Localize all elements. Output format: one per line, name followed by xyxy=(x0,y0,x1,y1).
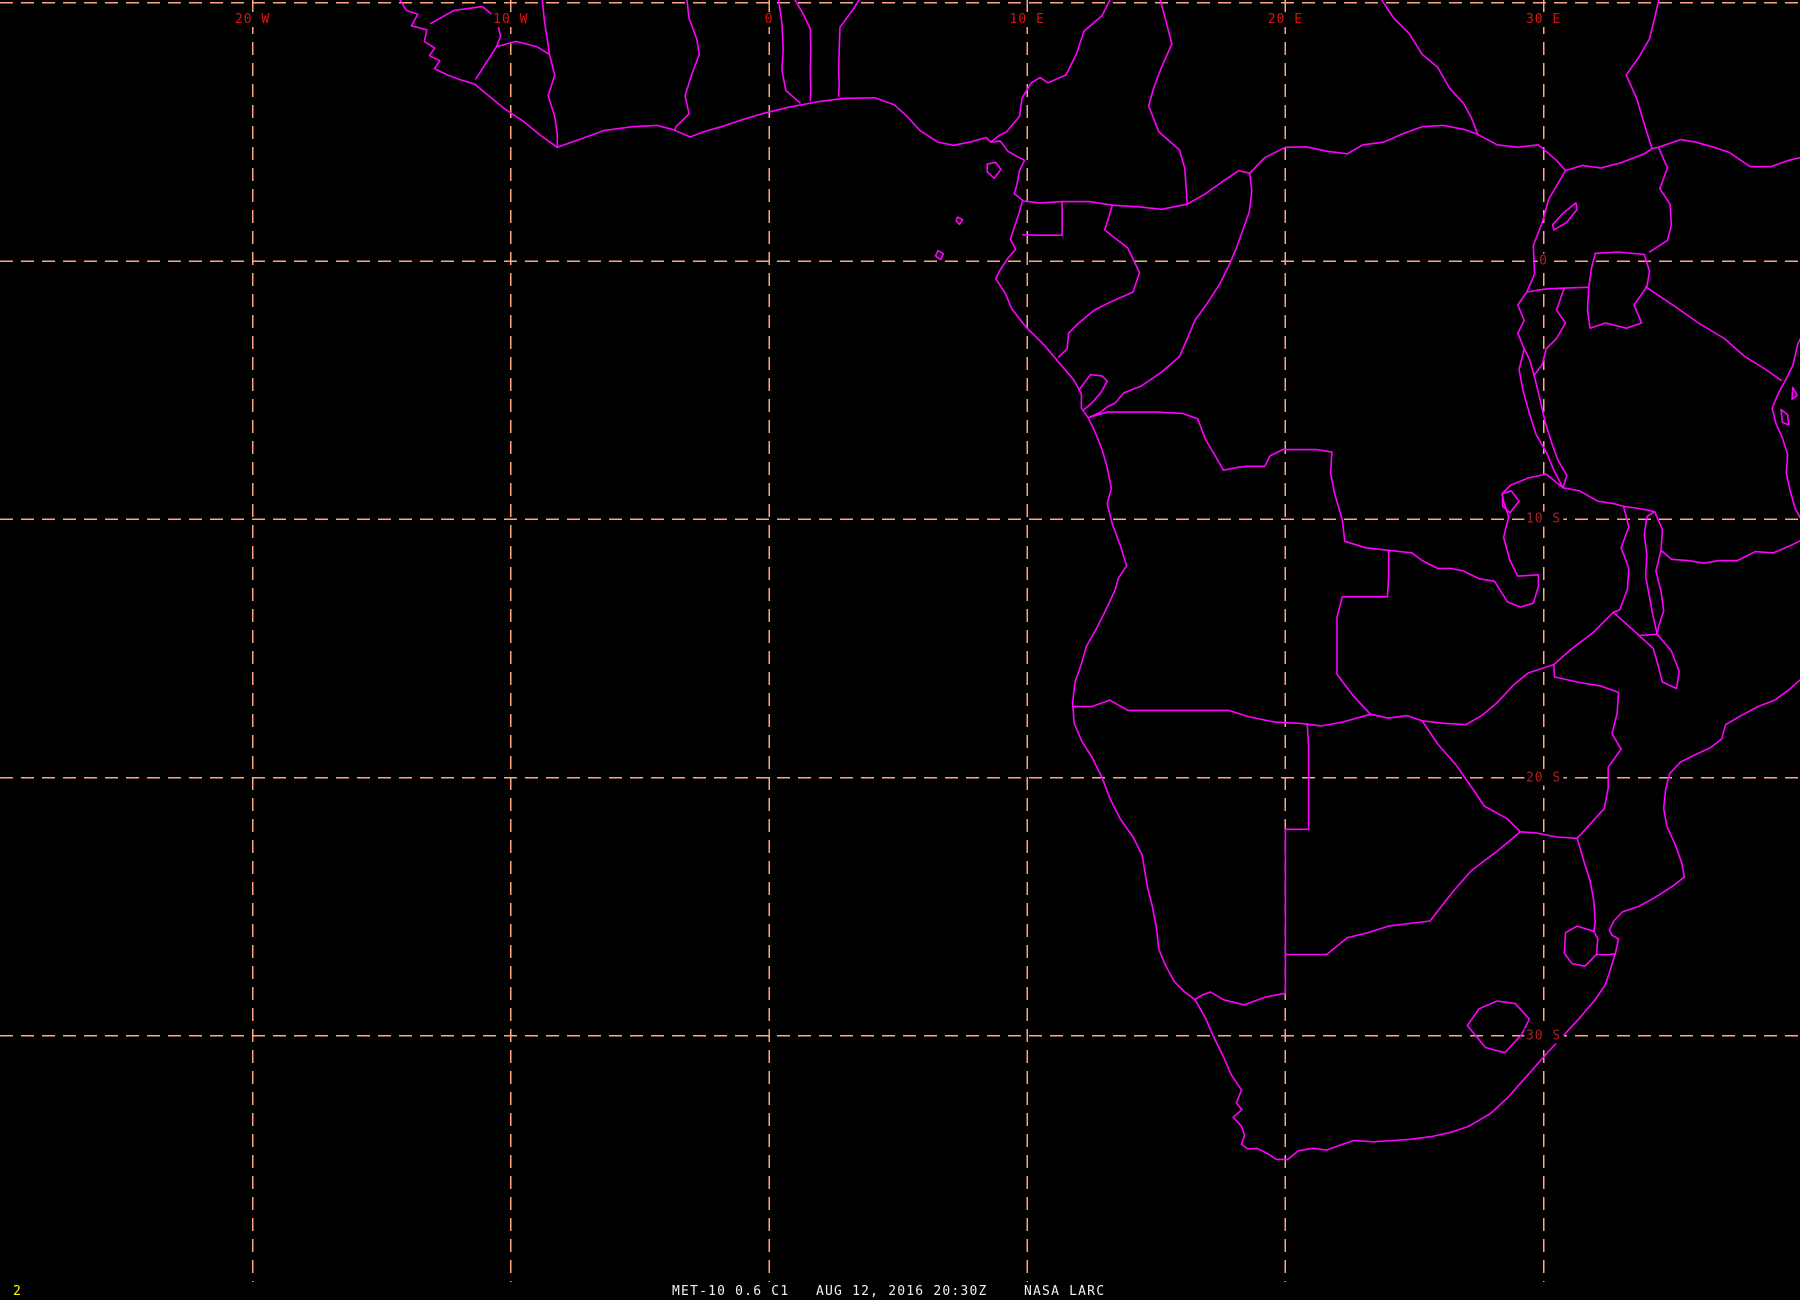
country-border-path xyxy=(990,0,1111,143)
country-border-path xyxy=(1336,549,1390,716)
satellite-channel-label: MET-10 0.6 C1 xyxy=(672,1284,790,1299)
country-border-path xyxy=(1625,0,1660,150)
country-border-path xyxy=(1022,200,1189,211)
country-border-path xyxy=(495,40,559,149)
country-border-path xyxy=(1526,286,1590,293)
map-outlines xyxy=(399,0,1800,1161)
datetime-label: AUG 12, 2016 20:30Z xyxy=(816,1284,988,1299)
lake-path xyxy=(1586,251,1651,329)
country-border-path xyxy=(1021,200,1063,236)
latitude-label: 0 xyxy=(1537,253,1551,269)
country-border-path xyxy=(1612,505,1658,637)
longitude-label: 10 W xyxy=(491,12,531,27)
longitude-label: 20 W xyxy=(232,12,273,27)
country-border-path xyxy=(1249,124,1800,174)
island-path xyxy=(986,161,1002,180)
country-border-path xyxy=(1466,1000,1531,1054)
country-border-path xyxy=(1194,723,1310,1006)
country-border-path xyxy=(1648,146,1673,253)
country-border-path xyxy=(837,0,860,97)
country-border-path xyxy=(1562,487,1625,508)
country-border-path xyxy=(1660,539,1800,564)
country-border-path xyxy=(777,0,801,104)
country-border-path xyxy=(1533,287,1567,377)
lake-path xyxy=(1501,490,1520,514)
longitude-label: 10 E xyxy=(1007,12,1047,27)
lake-path xyxy=(1551,202,1578,231)
country-border-path xyxy=(1057,204,1141,358)
longitude-label: 20 E xyxy=(1265,12,1306,27)
coastline-path xyxy=(399,0,1800,1161)
caption-bar: MET-10 0.6 C1 AUG 12, 2016 20:30Z NASA L… xyxy=(0,1284,1800,1300)
latitude-label: 20 S xyxy=(1523,770,1564,786)
country-border-path xyxy=(1387,473,1564,608)
country-border-path xyxy=(1553,611,1615,666)
country-border-path xyxy=(430,5,502,80)
island-path xyxy=(1780,408,1790,426)
country-border-path xyxy=(1563,925,1598,967)
country-border-path xyxy=(1147,0,1189,205)
country-border-path xyxy=(1622,505,1656,513)
longitude-label: 0 xyxy=(762,12,776,27)
island-path xyxy=(934,249,945,261)
country-border-path xyxy=(674,0,701,131)
lake-path xyxy=(1518,348,1568,489)
coastline-path xyxy=(1771,337,1800,519)
country-border-path xyxy=(1638,633,1680,690)
country-border-path xyxy=(794,0,812,102)
country-border-path xyxy=(1644,286,1782,382)
country-border-path xyxy=(1088,411,1390,552)
latitude-label: 30 S xyxy=(1523,1028,1564,1044)
longitude-label: 30 E xyxy=(1523,12,1564,27)
island-path xyxy=(1791,386,1798,400)
country-border-path xyxy=(541,0,551,56)
lake-path xyxy=(1643,510,1665,635)
country-border-path xyxy=(1421,663,1555,726)
country-border-path xyxy=(1519,831,1578,840)
country-border-path xyxy=(1421,720,1522,833)
country-border-path xyxy=(1517,169,1567,350)
frame-number: 2 xyxy=(13,1284,21,1299)
island-path xyxy=(955,216,964,226)
latitude-label: 10 S xyxy=(1523,511,1564,527)
country-border-path xyxy=(1088,169,1253,419)
country-border-path xyxy=(1576,837,1617,956)
country-border-path xyxy=(1071,699,1423,727)
country-border-path xyxy=(1553,663,1622,840)
country-border-path xyxy=(1380,0,1479,136)
country-border-path xyxy=(1284,831,1522,956)
country-border-path xyxy=(1078,373,1108,411)
source-label: NASA LARC xyxy=(1024,1284,1106,1299)
